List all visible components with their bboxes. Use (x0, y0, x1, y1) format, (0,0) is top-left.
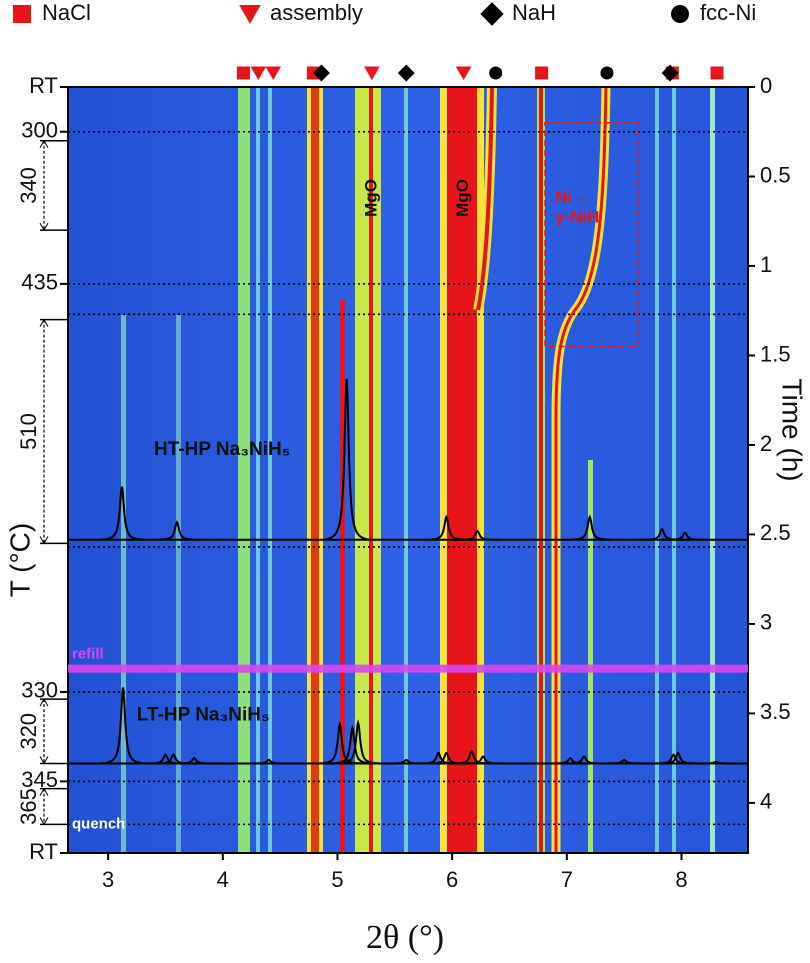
range-label: 320 (16, 713, 41, 750)
pattern-peak (245, 758, 292, 765)
x-tick-label: 5 (331, 867, 343, 892)
phase-marker (455, 66, 472, 81)
phase-marker (265, 66, 282, 81)
event-band (68, 664, 748, 673)
x-tick-label: 3 (102, 867, 114, 892)
temperature-label: RT (29, 839, 58, 864)
range-label: 510 (16, 413, 41, 450)
y2-tick-label: 0.5 (760, 162, 791, 187)
pattern-peak (601, 758, 648, 765)
y2-tick-label: 0 (760, 73, 772, 98)
x-tick-label: 7 (561, 867, 573, 892)
pattern-peak (460, 755, 506, 765)
y2-tick-label: 3.5 (760, 699, 791, 724)
region-box (544, 122, 639, 348)
pattern-peak (316, 721, 363, 765)
annotation: MgO (361, 179, 380, 217)
phase-marker (236, 66, 250, 80)
pattern-peak (561, 755, 607, 765)
plot-frame (67, 86, 749, 854)
y2-tick-label: 1 (760, 252, 772, 277)
heatmap (68, 86, 748, 853)
phase-marker (710, 66, 724, 80)
range-label: 365 (16, 788, 41, 825)
x-tick-label: 6 (446, 867, 458, 892)
pattern-peak (154, 520, 200, 541)
event-label: refill (72, 646, 104, 663)
phase-marker (489, 66, 503, 80)
y2-tick-label: 1.5 (760, 341, 791, 366)
pattern-peak (335, 719, 382, 765)
pattern-peak (693, 760, 739, 765)
legend-marker (480, 2, 504, 26)
pattern-label: HT-HP Na₃NiH₅ (154, 439, 290, 460)
event-label: quench (72, 815, 125, 832)
phase-marker (661, 64, 679, 82)
pattern-peak (547, 757, 594, 765)
pattern-peak (566, 514, 613, 541)
y2-tick-label: 4 (760, 789, 772, 814)
y2-tick-label: 2.5 (760, 520, 791, 545)
pattern-peak (171, 757, 218, 765)
temperature-label: RT (29, 73, 58, 98)
range-label: 340 (16, 167, 41, 204)
legend-marker (13, 5, 31, 23)
legend-marker (671, 5, 689, 23)
pattern-peak (99, 486, 145, 541)
legend-label: assembly (270, 0, 363, 25)
pattern-peak (662, 531, 708, 541)
phase-marker (364, 66, 380, 81)
x-tick-label: 8 (675, 867, 687, 892)
phase-marker (312, 64, 330, 82)
region-label: Ni→ (555, 187, 589, 206)
y2-axis-label: Time (h) (777, 378, 808, 481)
pattern-peak (100, 687, 146, 765)
legend-label: NaH (512, 0, 556, 25)
annotation: MgO (453, 179, 472, 217)
phase-marker (397, 64, 415, 82)
legend-marker (239, 5, 261, 24)
phase-marker (250, 66, 267, 81)
pattern-peak (323, 378, 370, 541)
phase-marker (535, 66, 549, 80)
x-axis-label: 2θ (°) (366, 919, 444, 956)
legend-label: fcc-Ni (700, 0, 756, 25)
legend-label: NaCl (42, 0, 91, 25)
temperature-label: 435 (21, 270, 58, 295)
pattern-peak (454, 529, 501, 541)
temperature-label: 300 (21, 118, 58, 143)
pattern-peak (448, 749, 495, 765)
y-axis-label: T (°C) (4, 523, 35, 597)
pattern-label: LT-HP Na₃NiH₅ (137, 705, 270, 726)
y2-tick-label: 3 (760, 610, 772, 635)
phase-marker (600, 66, 614, 80)
region-label: γ-NiH (555, 207, 599, 226)
x-tick-label: 4 (217, 867, 229, 892)
y2-tick-label: 2 (760, 431, 772, 456)
